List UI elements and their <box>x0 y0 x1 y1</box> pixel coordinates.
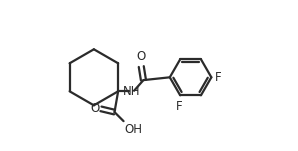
Text: O: O <box>137 50 146 63</box>
Text: O: O <box>90 102 99 115</box>
Text: NH: NH <box>122 85 140 98</box>
Text: F: F <box>176 100 183 113</box>
Text: F: F <box>215 71 222 84</box>
Text: OH: OH <box>125 124 143 137</box>
